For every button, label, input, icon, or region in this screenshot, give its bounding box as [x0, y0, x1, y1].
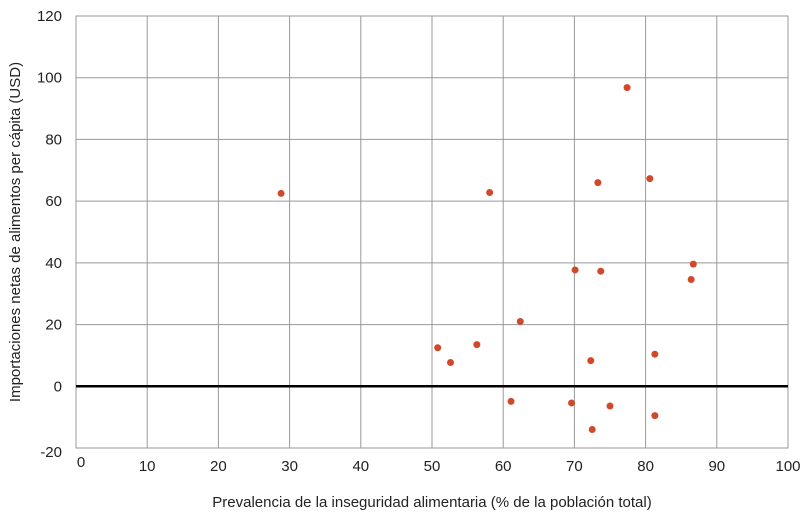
x-tick-label: 90: [708, 458, 725, 475]
data-point: [588, 425, 596, 433]
data-point: [571, 266, 579, 274]
x-tick-label: 60: [495, 458, 512, 475]
data-point: [606, 402, 614, 410]
x-axis-title: Prevalencia de la inseguridad alimentari…: [212, 494, 651, 511]
x-tick-label: 70: [566, 458, 583, 475]
data-point: [646, 175, 654, 183]
y-tick-label: -20: [40, 444, 62, 461]
x-tick-label: 40: [352, 458, 369, 475]
data-point: [587, 357, 595, 365]
data-points: [277, 84, 697, 433]
y-tick-label: 120: [37, 8, 62, 25]
data-point: [568, 399, 576, 407]
y-tick-label: 20: [45, 317, 62, 334]
data-point: [687, 276, 695, 284]
data-point: [651, 350, 659, 358]
data-point: [434, 344, 442, 352]
x-tick-label: 50: [424, 458, 441, 475]
data-point: [473, 341, 481, 349]
data-point: [507, 397, 515, 405]
x-tick-label: 100: [775, 458, 800, 475]
y-axis-title: Importaciones netas de alimentos per cáp…: [7, 62, 24, 402]
y-tick-label: 80: [45, 131, 62, 148]
data-point: [651, 412, 659, 420]
x-tick-label: 10: [139, 458, 156, 475]
tick-labels: 0 10 20 30 40 50 60 70 80 90 100 -20 0 20 40 60 80 100 120: [37, 8, 801, 475]
y-tick-label: 40: [45, 255, 62, 272]
data-point: [277, 189, 285, 197]
x-tick-label: 0: [77, 454, 85, 471]
data-point: [689, 260, 697, 268]
grid: [75, 15, 789, 449]
data-point: [597, 267, 605, 275]
y-tick-label: 0: [54, 378, 62, 395]
data-point: [486, 189, 494, 197]
x-tick-label: 20: [210, 458, 227, 475]
data-point: [516, 317, 524, 325]
x-tick-label: 80: [637, 458, 654, 475]
x-tick-label: 30: [281, 458, 298, 475]
y-tick-label: 60: [45, 193, 62, 210]
y-tick-label: 100: [37, 70, 62, 87]
data-point: [594, 179, 602, 187]
data-point: [623, 84, 631, 92]
data-point: [447, 359, 455, 367]
